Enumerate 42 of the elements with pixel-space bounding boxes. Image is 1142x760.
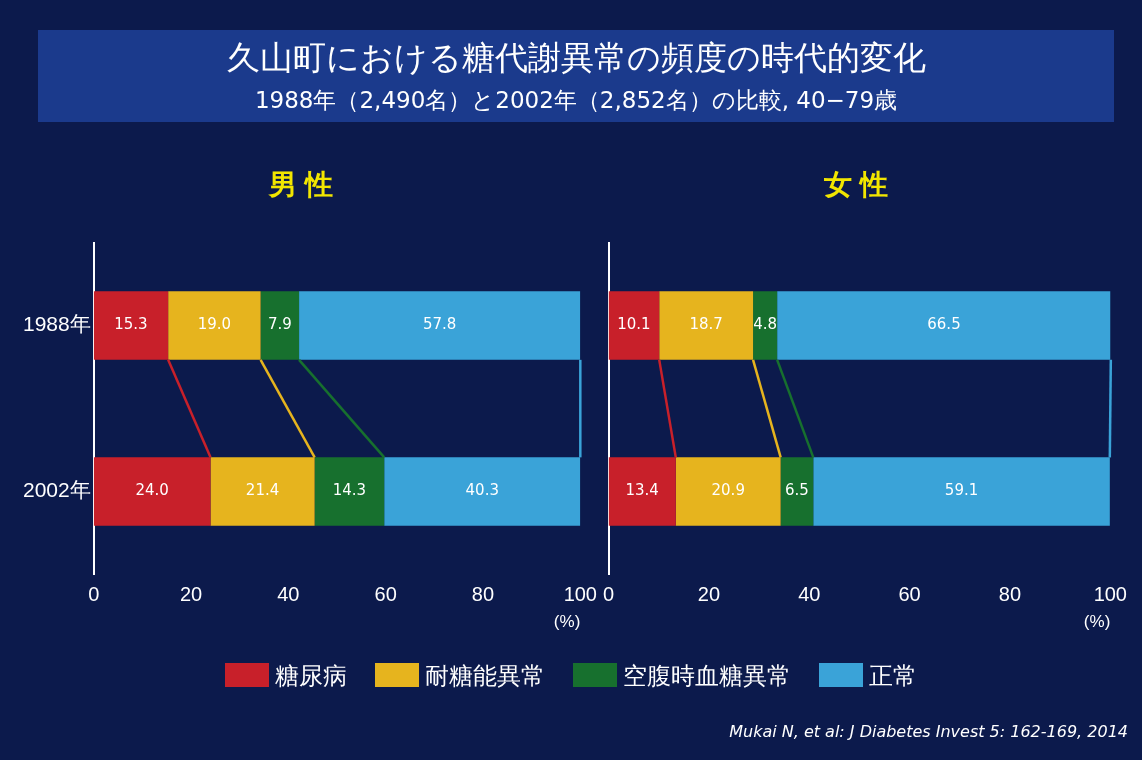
data-label: 15.3 [114,315,148,334]
x-axis-title: (%) [1083,612,1111,632]
y-tick-label: 2002年 [23,478,91,502]
data-label: 59.1 [944,481,979,500]
x-tick-label: 0 [603,583,615,606]
legend-label: 耐糖能異常 [424,661,545,692]
x-tick-label: 80 [471,583,495,606]
data-label: 18.7 [689,315,723,334]
x-tick-label: 100 [563,583,597,606]
data-label: 21.4 [245,481,280,500]
x-tick-label: 40 [798,583,821,606]
x-axis-title: (%) [553,612,581,632]
x-tick-label: 60 [898,583,921,606]
x-tick-label: 80 [998,583,1022,606]
x-tick-label: 20 [179,583,203,606]
data-label: 57.8 [422,315,457,334]
data-label: 19.0 [197,315,232,334]
data-label: 13.4 [625,481,659,500]
data-label: 6.5 [785,481,809,500]
text: Mukai N, et al: J Diabetes Invest 5: 162-169, 2014 [729,722,1128,741]
legend-label: 糖尿病 [274,661,347,692]
data-label: 24.0 [135,481,169,500]
x-tick-label: 60 [374,583,397,606]
x-tick-label: 100 [1093,583,1127,606]
data-label: 66.5 [927,315,961,334]
data-label: 14.3 [332,481,367,500]
data-label: 40.3 [465,481,499,500]
chart-title: 女 性 [823,168,888,200]
text: 1988年（2,490名）と2002年（2,852名）の比較, 40−79歳 [253,86,899,115]
legend-label: 正常 [868,661,917,692]
legend-label: 空腹時血糖異常 [622,661,791,692]
text: 久山町における糖代謝異常の頻度の時代的変化 [225,37,927,79]
bar [777,291,1111,360]
x-tick-label: 0 [88,583,100,606]
data-label: 4.8 [753,315,778,334]
x-tick-label: 20 [697,583,721,606]
chart-title: 男 性 [268,168,333,200]
x-tick-label: 40 [277,583,300,606]
data-label: 7.9 [267,315,292,334]
y-tick-label: 1988年 [23,312,91,336]
data-label: 20.9 [711,481,745,500]
data-label: 10.1 [617,315,651,334]
